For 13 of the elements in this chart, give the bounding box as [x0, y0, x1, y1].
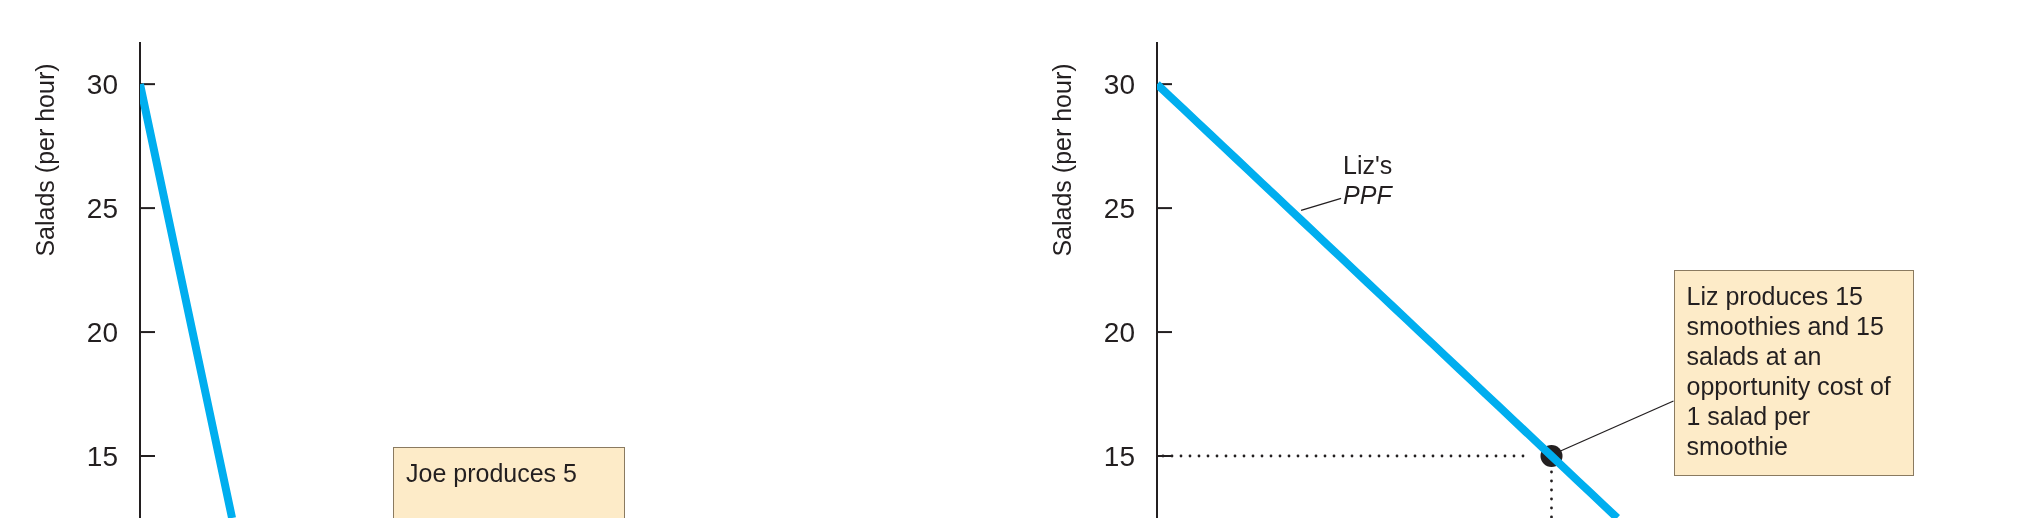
text: Liz produces 15 smoothies and 15 salads at an opportunity cost of 1 salad per smoothie — [1673, 270, 1914, 477]
y-tick-label: 25 — [86, 192, 118, 224]
text: Joe produces 5 — [393, 447, 625, 518]
y-tick-label: 30 — [86, 68, 118, 100]
y-tick-label: 15 — [86, 440, 118, 472]
y-axis-title: Salads (per hour) — [1047, 63, 1076, 257]
y-axis-title: Salads (per hour) — [30, 63, 59, 257]
series-label: Liz's PPF — [1343, 151, 1394, 210]
y-tick-label: 15 — [1103, 440, 1135, 472]
y-tick-label: 20 — [86, 316, 118, 348]
y-tick-label: 30 — [1103, 68, 1135, 100]
y-tick-label: 20 — [1103, 316, 1135, 348]
y-tick-label: 25 — [1103, 192, 1135, 224]
